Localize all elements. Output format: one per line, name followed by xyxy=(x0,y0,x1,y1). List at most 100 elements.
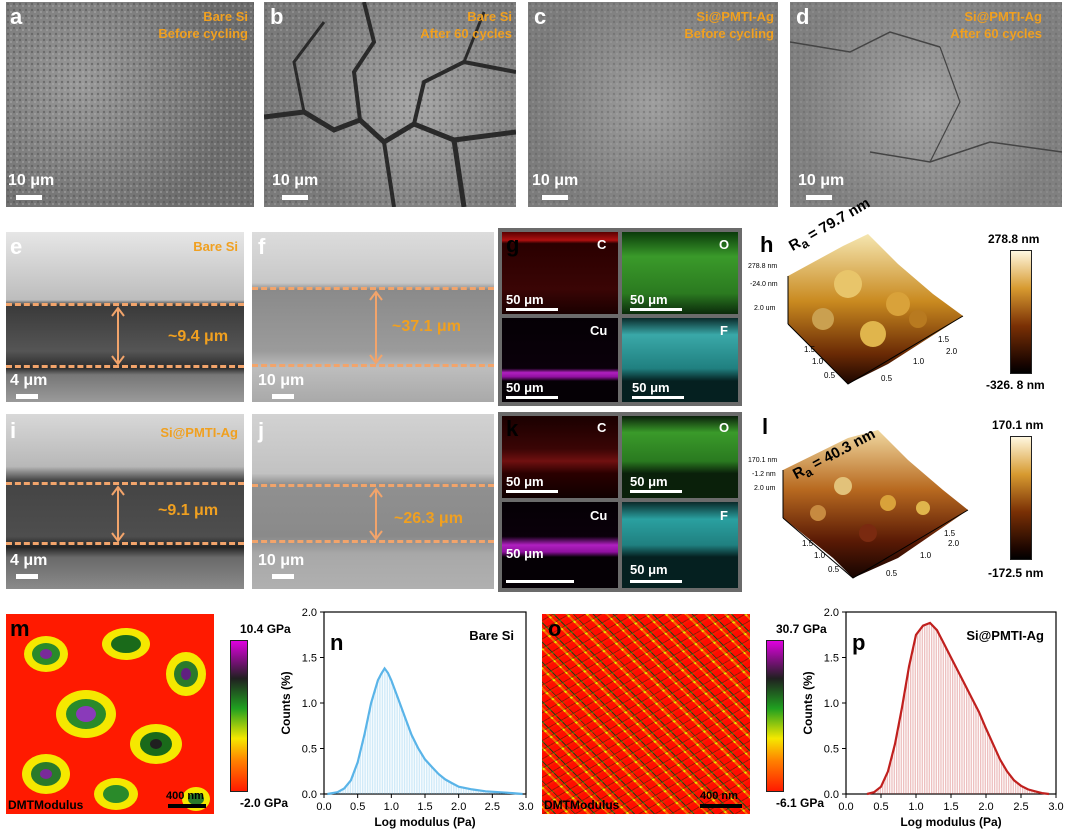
hist-n-xtick-label: 2.0 xyxy=(451,801,466,813)
eds-g-scale-2: 50 μm xyxy=(630,292,668,307)
panel-c-line1: Si@PMTI-Ag xyxy=(696,9,774,24)
afm-l-cbar-min: -172.5 nm xyxy=(988,566,1044,580)
scale-label-f: 10 μm xyxy=(258,372,305,389)
modulus-o-scale-label: 400 nm xyxy=(700,790,738,802)
afm-l-tick-1: 1.5 xyxy=(802,539,814,548)
modulus-o-colorbar xyxy=(766,640,784,792)
hist-n-xtick-label: 3.0 xyxy=(518,801,533,813)
hist-p-xtick-label: 0.0 xyxy=(838,801,853,813)
panel-letter-b: b xyxy=(270,4,284,29)
panel-c-title: Si@PMTI-Ag Before cycling xyxy=(646,8,774,42)
eds-k-f-label: F xyxy=(720,508,728,523)
scale-bar-d xyxy=(806,195,832,200)
scale-label-d: 10 μm xyxy=(798,172,845,189)
afm-h-colorbar xyxy=(1010,250,1032,374)
afm-l-tick-4: 0.5 xyxy=(886,569,898,578)
hist-n-xtick-label: 0.5 xyxy=(350,801,365,813)
dash-bottom-f xyxy=(252,364,494,367)
sem-texture-a xyxy=(6,2,254,207)
hist-n-xtick-label: 0.0 xyxy=(316,801,331,813)
panel-letter-h: h xyxy=(760,232,774,257)
sem-image-d xyxy=(790,2,1062,207)
afm-l-z3: 2.0 um xyxy=(754,485,776,492)
hist-n-series-line xyxy=(327,666,523,796)
panel-letter-o: o xyxy=(548,616,562,641)
modulus-m-cbar-max: 10.4 GPa xyxy=(240,622,291,636)
eds-k-scalebar-3 xyxy=(506,580,574,583)
hist-n-ytick-label: 2.0 xyxy=(302,607,317,619)
histogram-n: 0.0 0.5 1.0 1.5 2.0 2.5 3.0 0.0 0.5 1.0 1.5 2.0 Log … xyxy=(279,607,534,829)
sem-image-b xyxy=(264,2,516,207)
sem-cross-e xyxy=(6,232,244,402)
hist-n-xtick-label: 1.0 xyxy=(384,801,399,813)
eds-map-k-c xyxy=(502,416,618,498)
panel-b-title: Bare Si After 60 cycles xyxy=(384,8,512,42)
scale-label-b: 10 μm xyxy=(272,172,319,189)
hist-n-xlabel: Log modulus (Pa) xyxy=(374,815,475,829)
afm-h-axis-ticks: 1.5 1.0 0.5 0.5 1.0 1.5 2.0 xyxy=(804,335,958,383)
hist-n-xtick-label: 2.5 xyxy=(485,801,500,813)
modulus-m-colorbar xyxy=(230,640,248,792)
panel-d-line1: Si@PMTI-Ag xyxy=(964,9,1042,24)
modulus-o-cbar-max: 30.7 GPa xyxy=(776,622,827,636)
eds-map-k-cu xyxy=(502,502,618,588)
scale-bar-b xyxy=(282,195,308,200)
hist-p-xtick-label: 2.5 xyxy=(1013,801,1028,813)
panel-a-line2: Before cycling xyxy=(158,26,248,41)
afm-l-tick-3: 0.5 xyxy=(828,565,840,574)
modulus-map-o xyxy=(542,614,750,814)
scale-bar-a xyxy=(16,195,42,200)
hist-p-xtick-label: 1.5 xyxy=(943,801,958,813)
afm-l-cbar-max: 170.1 nm xyxy=(992,418,1044,432)
hist-p-xtick-label: 3.0 xyxy=(1048,801,1063,813)
afm-h-tick-7: 2.0 xyxy=(946,347,958,356)
sem-image-c xyxy=(528,2,778,207)
sem-texture-c xyxy=(528,2,778,207)
afm-h-tick-4: 0.5 xyxy=(881,374,893,383)
modulus-map-m xyxy=(6,614,214,814)
eds-k-scalebar-4 xyxy=(630,580,682,583)
dash-bottom-j xyxy=(252,540,494,543)
eds-g-scalebar-1 xyxy=(506,308,558,311)
hist-p-series-line xyxy=(866,621,1050,796)
sem-cross-j xyxy=(252,414,494,589)
scale-label-a: 10 μm xyxy=(8,172,55,189)
hist-p-ytick-label: 0.5 xyxy=(824,744,839,756)
eds-k-scale-1: 50 μm xyxy=(506,474,544,489)
afm-h-cbar-min: -326. 8 nm xyxy=(986,378,1045,392)
arrow-e xyxy=(111,306,125,366)
eds-map-g-c xyxy=(502,232,618,314)
hist-n-panel-letter: n xyxy=(330,630,343,655)
eds-k-scale-3: 50 μm xyxy=(506,546,544,561)
thickness-j: ~26.3 μm xyxy=(394,510,463,527)
afm-h-tick-1: 1.5 xyxy=(804,345,816,354)
afm-h-z1: 278.8 nm xyxy=(748,263,777,270)
hist-p-xlabel: Log modulus (Pa) xyxy=(900,815,1001,829)
scale-bar-e xyxy=(16,394,38,399)
scale-bar-f xyxy=(272,394,294,399)
thickness-i: ~9.1 μm xyxy=(158,502,219,519)
eds-k-cu-label: Cu xyxy=(590,508,608,523)
panel-letter-d: d xyxy=(796,4,810,29)
afm-l-colorbar xyxy=(1010,436,1032,560)
dash-bottom-i xyxy=(6,542,244,545)
panel-d-title: Si@PMTI-Ag After 60 cycles xyxy=(914,8,1042,42)
histogram-p: 0.0 0.5 1.0 1.5 2.0 2.5 3.0 0.0 0.5 1.0 1.5 2.0 Log … xyxy=(801,607,1064,829)
panel-letter-m: m xyxy=(10,616,30,641)
sem-cracks-b xyxy=(264,2,516,207)
dash-top-i xyxy=(6,482,244,485)
afm-h-z2: -24.0 nm xyxy=(750,281,778,288)
eds-k-scale-4: 50 μm xyxy=(630,562,668,577)
panel-letter-j: j xyxy=(258,418,265,443)
panel-a-title: Bare Si Before cycling xyxy=(120,8,248,42)
panel-letter-a: a xyxy=(10,4,23,29)
hist-n-ytick-label: 1.0 xyxy=(302,698,317,710)
panel-letter-i: i xyxy=(10,418,17,443)
modulus-m-scale-label: 400 nm xyxy=(166,790,204,802)
modulus-o-scalebar xyxy=(700,804,742,808)
eds-map-g-o xyxy=(622,232,738,314)
hist-p-ytick-label: 1.0 xyxy=(824,698,839,710)
panel-b-line1: Bare Si xyxy=(467,9,512,24)
hist-p-xtick-label: 0.5 xyxy=(873,801,888,813)
hist-p-title: Si@PMTI-Ag xyxy=(966,628,1044,643)
